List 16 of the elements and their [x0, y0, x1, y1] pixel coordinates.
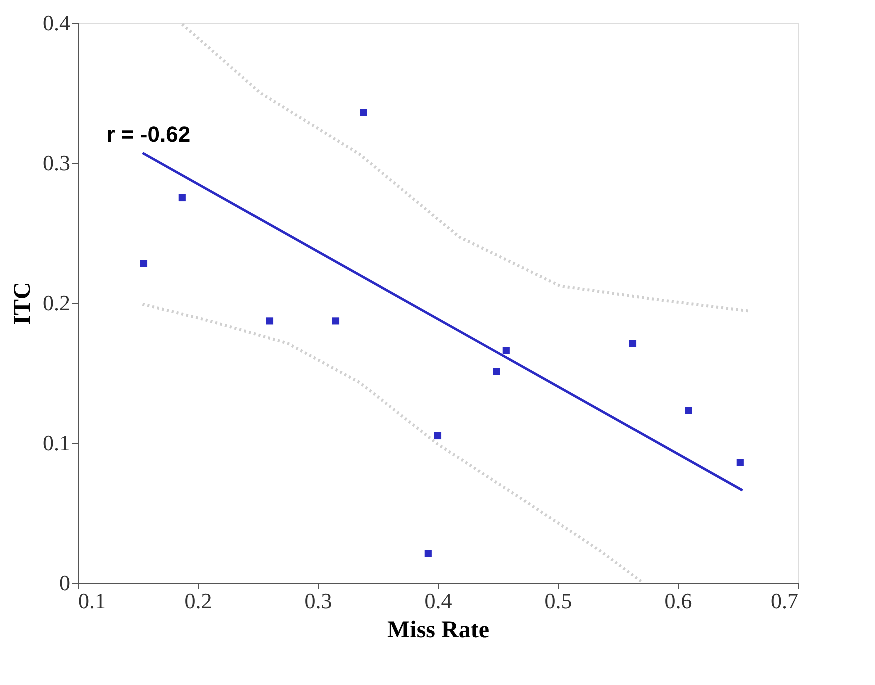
x-tick-label: 0.6 — [664, 588, 692, 614]
y-tick-label: 0.3 — [43, 150, 70, 176]
y-tick-label: 0.2 — [43, 290, 70, 316]
x-tick-label: 0.3 — [304, 588, 332, 614]
y-axis-title: ITC — [10, 282, 36, 325]
y-tick-label: 0 — [60, 570, 70, 596]
line-series — [141, 302, 645, 583]
x-tick-label: 0.1 — [78, 588, 106, 614]
x-axis-title: Miss Rate — [388, 618, 490, 644]
x-tick-label: 0.5 — [544, 588, 572, 614]
x-tick-label: 0.2 — [184, 588, 212, 614]
y-tick-label: 0.1 — [43, 430, 70, 456]
x-tick-label: 0.4 — [424, 588, 452, 614]
x-tick-label: 0.7 — [771, 588, 798, 614]
annotation: r = -0.62 — [106, 122, 191, 147]
y-tick-label: 0.4 — [43, 10, 70, 36]
